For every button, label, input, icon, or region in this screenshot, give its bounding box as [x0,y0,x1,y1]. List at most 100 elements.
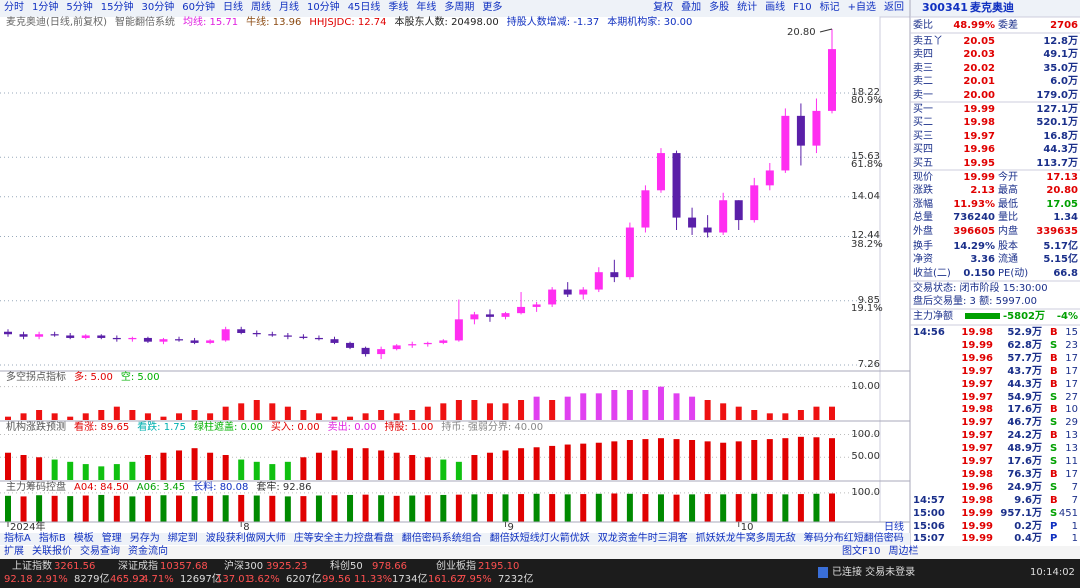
indicator-tab[interactable]: 双龙资金牛时三洞客 [597,533,688,544]
indicator-tab[interactable]: 另存为 [129,533,160,544]
candle-body [392,345,401,350]
stat-label: 流通 [998,254,1018,266]
book-label: 卖五丫 [913,36,943,47]
period-tab[interactable]: 1分钟 [32,2,59,13]
indicator-tab[interactable]: 绑定到 [167,533,198,544]
indicator-tab[interactable]: 翻倍妖短线灯火箭优妖 [489,533,590,544]
indicator-bar [797,494,804,522]
indicator-tab[interactable]: 模板 [73,533,94,544]
period-tab-row: 分时 1分钟 5分钟 15分钟 30分钟 60分钟 日线 周线 月线 10分钟 45日线 季线 年线 多周… [0,1,506,15]
indicator-bar [564,396,571,420]
candle-body [346,342,355,348]
indicator-bar [36,457,43,480]
indicator-tab[interactable]: 指标B [38,533,66,544]
indicator-tab[interactable]: 筹码分布红短翻倍密码 [803,533,904,544]
stat-label: 外盘 [913,225,933,237]
action-button[interactable]: 叠加 [681,2,702,13]
candle-body [439,340,448,343]
candle-body [625,227,634,278]
indicator-bar [440,403,447,420]
action-button[interactable]: 统计 [737,2,758,13]
stat-label: PE(动) [998,267,1029,279]
period-tab[interactable]: 周线 [250,2,271,13]
stat-label: 最高 [998,185,1018,197]
indicator-tab[interactable]: 翻倍密码系统组合 [401,533,482,544]
tick-time: 15:07 [913,533,945,545]
stat-value: 20.80 [1046,185,1078,197]
candle-body [594,272,603,290]
tick-volume: 957.1万 [1000,507,1042,519]
indicator-bar [766,413,773,420]
tick-price: 19.99 [961,533,993,545]
period-tab[interactable]: 年线 [416,2,437,13]
indicator-tab[interactable]: 指标A [4,533,31,544]
period-tab[interactable]: 15分钟 [100,2,134,13]
candle-body [408,344,417,346]
action-button[interactable]: 标记 [819,2,840,13]
indicator-tab[interactable]: 管理 [101,533,122,544]
side-tab[interactable]: 周边栏 [888,546,919,557]
indicator-bar [797,436,804,480]
period-tab[interactable]: 多周期 [444,2,475,13]
after-hours: 盘后交易量: 3 额: 5997.00 [913,296,1037,307]
indicator-bar [300,457,307,480]
period-tab[interactable]: 更多 [482,2,503,13]
indicator-bar [766,494,773,522]
index-change: 99.56 [322,574,351,585]
tick-flag: S [1050,481,1058,493]
indicator-bar [284,496,291,522]
indicator-bar [813,493,820,522]
info-item: 本股东人数: 20498.00 [394,17,499,28]
subtab[interactable]: 扩展 [4,546,24,557]
tick-count: 7 [1071,481,1078,493]
stat-label: 净资 [913,254,933,266]
indicator-bar [689,494,696,522]
subtab[interactable]: 交易查询 [80,546,120,557]
side-tab[interactable]: 图文F10 [842,546,881,557]
period-tab[interactable]: 10分钟 [306,2,340,13]
indicator-tab[interactable]: 庄等安全主力控盘看盘 [293,533,394,544]
tick-flag: B [1050,430,1058,442]
action-button[interactable]: +自选 [847,2,876,13]
tick-flag: B [1050,327,1058,338]
period-tab[interactable]: 30分钟 [141,2,175,13]
y-tick-label: 15.63 [851,151,880,163]
indicator-bar [813,406,820,420]
indicator-bar [393,413,400,420]
indicator-bar [518,494,525,522]
action-button[interactable]: 画线 [765,2,786,13]
subtab[interactable]: 资金流向 [128,546,168,557]
info-item: HHJSJDC: 12.74 [309,17,387,28]
action-button[interactable]: 复权 [653,2,674,13]
period-tab[interactable]: 分时 [4,2,24,13]
candle-body [734,200,743,221]
tick-volume: 76.3万 [1007,468,1042,480]
action-button[interactable]: 多股 [709,2,730,13]
indicator-bar [238,494,245,522]
period-tab[interactable]: 月线 [278,2,299,13]
indicator-bar [720,494,727,522]
book-volume: 520.1万 [1036,117,1078,129]
action-button[interactable]: 返回 [884,2,904,13]
tick-volume: 17.6万 [1007,456,1042,467]
indicator-bar [113,406,120,420]
indicator-bar [424,457,431,480]
tick-volume: 17.6万 [1007,404,1042,416]
indicator-bar [580,443,587,480]
indicator-bar [829,438,835,480]
indicator-bar [378,495,385,522]
indicator-bar [549,494,556,522]
action-button[interactable]: F10 [793,2,812,13]
indicator-tab[interactable]: 抓妖妖龙牛窝多周无敌 [695,533,796,544]
y-tick-label: 9.85 [857,294,880,306]
period-tab[interactable]: 日线 [222,2,243,13]
period-tab[interactable]: 5分钟 [66,2,93,13]
candle-body [688,217,697,228]
indicator-bar [98,410,105,420]
subtab[interactable]: 关联报价 [32,546,72,557]
period-tab[interactable]: 季线 [388,2,409,13]
tick-volume: 54.9万 [1007,391,1042,403]
period-tab[interactable]: 60分钟 [182,2,215,13]
period-tab[interactable]: 45日线 [347,2,381,13]
indicator-tab[interactable]: 波段获利做网大师 [205,533,286,544]
